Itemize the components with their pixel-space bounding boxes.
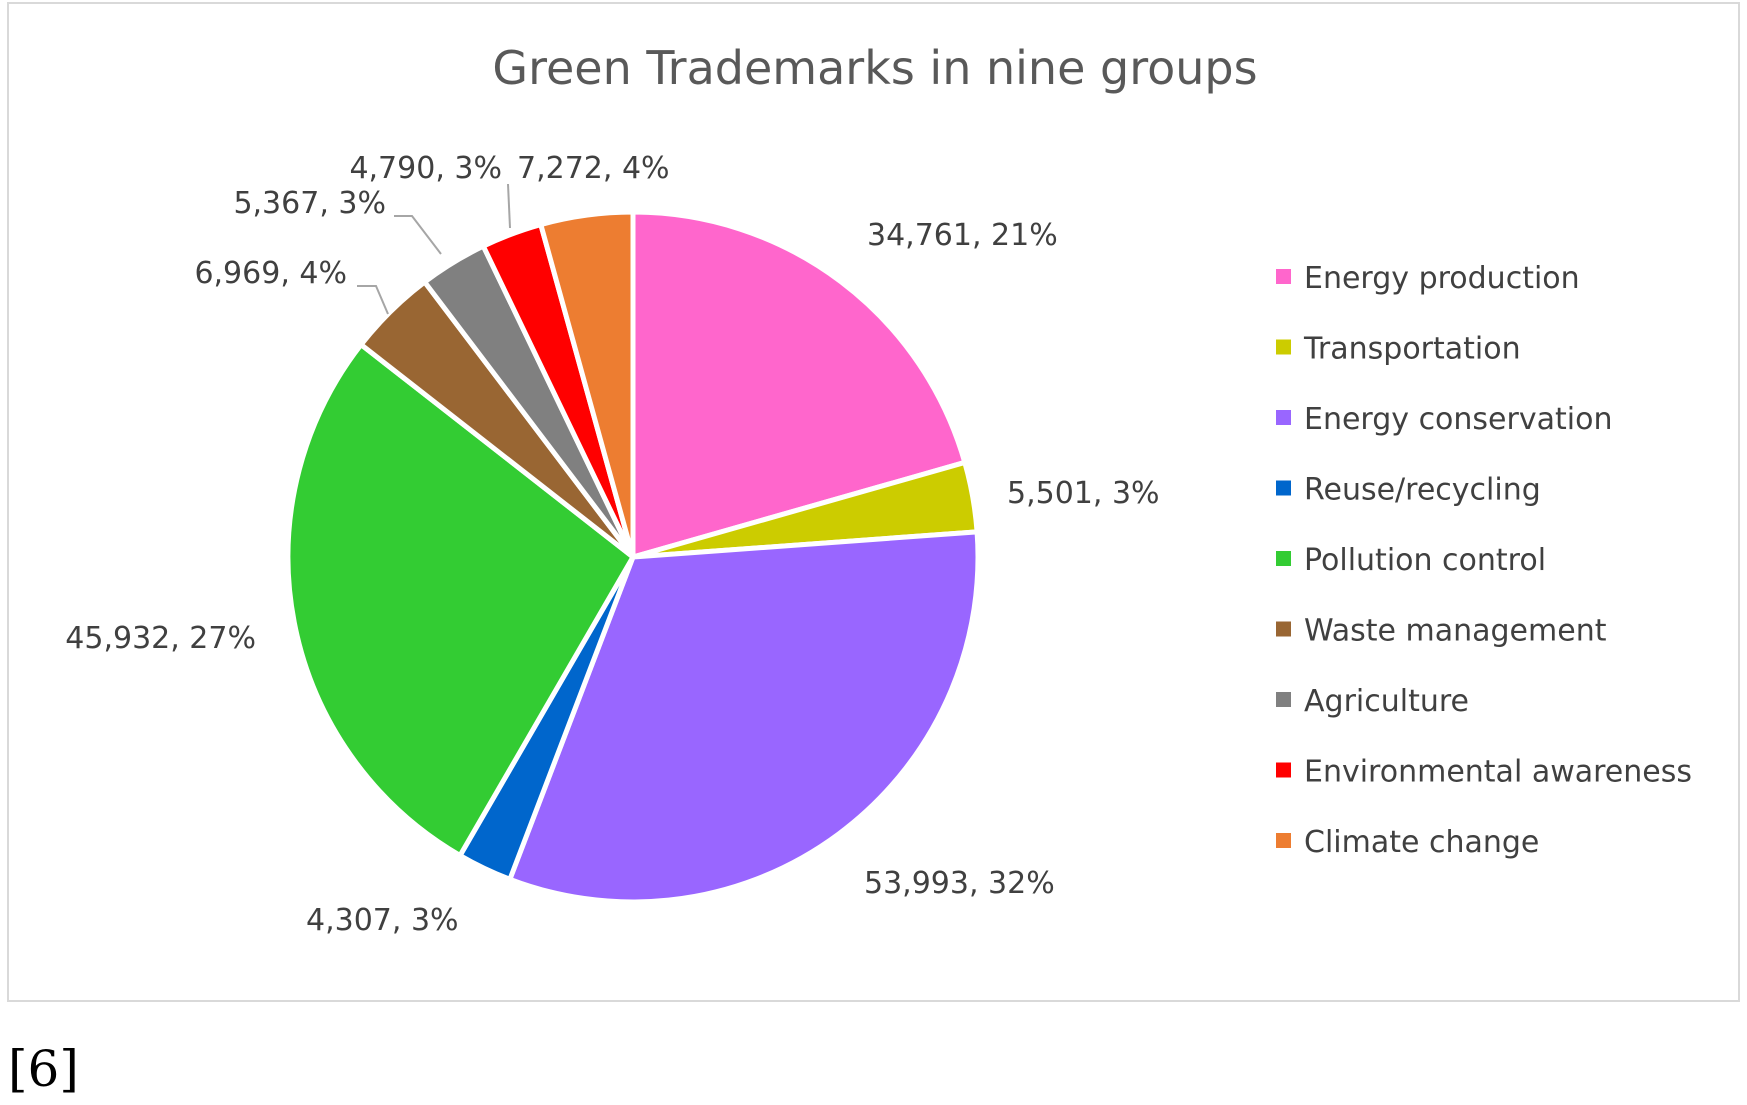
pie-slices <box>285 209 981 905</box>
legend-label: Energy conservation <box>1304 402 1612 437</box>
footnote-reference: [6] <box>8 1040 79 1098</box>
legend: Energy production Transportation Energy co… <box>1276 261 1692 860</box>
data-label: 34,761, 21% <box>867 218 1058 253</box>
data-labels: 34,761, 21% 5,501, 3% 53,993, 32% 4,307, 3%… <box>65 151 1159 938</box>
legend-swatch <box>1276 692 1291 707</box>
leader-line <box>357 285 389 315</box>
leader-lines <box>357 183 511 315</box>
legend-swatch <box>1276 480 1291 496</box>
pie-slice-energy-conservation <box>507 529 981 905</box>
data-label: 6,969, 4% <box>194 256 347 291</box>
legend-swatch <box>1276 269 1291 284</box>
data-label: 4,790, 3% <box>349 151 502 186</box>
legend-label: Climate change <box>1304 825 1539 860</box>
legend-swatch <box>1276 833 1291 848</box>
data-label: 53,993, 32% <box>864 866 1055 901</box>
legend-label: Waste management <box>1304 614 1607 649</box>
legend-label: Transportation <box>1303 332 1521 367</box>
legend-label: Reuse/recycling <box>1304 473 1541 508</box>
leader-line <box>394 215 442 255</box>
legend-label: Environmental awareness <box>1304 755 1692 790</box>
data-label: 4,307, 3% <box>306 903 459 938</box>
legend-swatch <box>1276 551 1291 566</box>
pie-chart: Green Trademarks in nine groups 34,761, … <box>65 41 1692 938</box>
pie-slice-climate-change <box>538 209 636 560</box>
legend-label: Agriculture <box>1304 684 1469 719</box>
legend-swatch <box>1276 762 1291 778</box>
data-label: 5,367, 3% <box>233 186 386 221</box>
data-label: 45,932, 27% <box>65 621 256 656</box>
chart-title: Green Trademarks in nine groups <box>492 41 1257 95</box>
legend-label: Energy production <box>1304 261 1580 296</box>
legend-swatch <box>1276 410 1291 425</box>
legend-swatch <box>1276 621 1291 637</box>
legend-label: Pollution control <box>1304 543 1546 578</box>
leader-line <box>507 183 511 229</box>
pie-slice-pollution-control <box>285 342 636 859</box>
data-label: 5,501, 3% <box>1007 476 1160 511</box>
data-label: 7,272, 4% <box>517 151 670 186</box>
legend-swatch <box>1276 339 1291 355</box>
pie-slice-energy-production <box>630 209 968 560</box>
